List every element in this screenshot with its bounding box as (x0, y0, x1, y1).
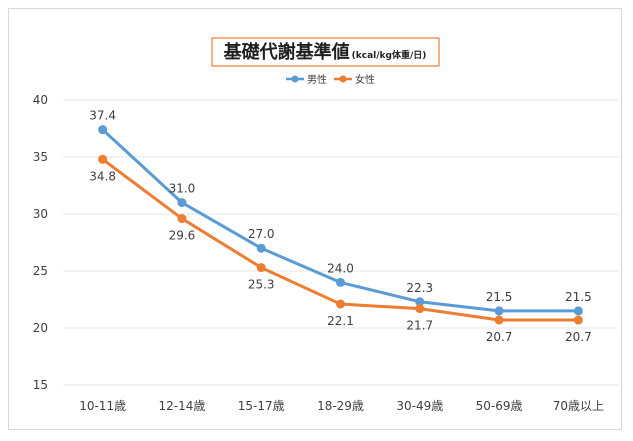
chart-title-unit: (kcal/kg体重/日) (352, 49, 427, 61)
data-point (256, 243, 266, 253)
x-tick-label: 30-49歳 (396, 399, 443, 413)
chart-series: 37.4 31.0 27.0 24.0 22.3 21.5 21.5 34.8 29.6 25.3… (89, 109, 591, 344)
chart-title-box (211, 37, 440, 67)
x-axis: 10-11歳 12-14歳 15-17歳 18-29歳 30-49歳 50-69歳 70歳以… (79, 399, 604, 413)
data-label: 20.7 (565, 330, 592, 344)
data-label: 34.8 (89, 169, 116, 183)
legend-item: 女性 (334, 73, 375, 86)
data-label: 29.6 (169, 229, 196, 243)
data-label: 22.1 (327, 314, 354, 328)
chart-title: 基礎代謝基準値 (kcal/kg体重/日) (223, 41, 427, 63)
legend-label: 男性 (307, 73, 327, 86)
data-point (415, 304, 425, 314)
data-label: 31.0 (169, 182, 196, 196)
data-point (415, 297, 425, 307)
data-label: 27.0 (248, 227, 275, 241)
data-point (573, 306, 583, 316)
y-tick-label: 20 (33, 321, 48, 335)
x-tick-label: 18-29歳 (317, 399, 364, 413)
x-tick-label: 15-17歳 (238, 399, 285, 413)
legend-marker (339, 75, 347, 83)
data-label: 21.5 (565, 290, 592, 304)
data-point (177, 198, 187, 208)
series-1: 34.8 29.6 25.3 22.1 21.7 20.7 20.7 (89, 154, 592, 344)
chart-title-main: 基礎代謝基準値 (223, 41, 350, 63)
data-label: 37.4 (89, 109, 116, 123)
y-tick-label: 35 (33, 150, 48, 164)
data-label: 20.7 (486, 330, 513, 344)
data-label: 24.0 (327, 261, 354, 275)
y-axis: 15 20 25 30 35 40 (33, 93, 48, 392)
data-point (573, 315, 583, 325)
y-tick-label: 40 (33, 93, 48, 107)
data-label: 25.3 (248, 278, 275, 292)
data-point (177, 214, 187, 224)
data-label: 21.7 (406, 319, 433, 333)
legend-label: 女性 (355, 73, 375, 86)
data-point (336, 299, 345, 309)
series-0: 37.4 31.0 27.0 24.0 22.3 21.5 21.5 (89, 109, 592, 316)
chart-grid (63, 99, 618, 386)
data-point (98, 154, 108, 164)
y-tick-label: 15 (33, 378, 48, 392)
x-tick-label: 10-11歳 (79, 399, 126, 413)
data-label: 22.3 (406, 281, 433, 295)
data-point (256, 263, 266, 273)
chart-legend: 男性 女性 (286, 73, 375, 86)
data-label: 21.5 (486, 290, 513, 304)
x-tick-label: 12-14歳 (158, 399, 205, 413)
y-tick-label: 25 (33, 264, 48, 278)
y-tick-label: 30 (33, 207, 48, 221)
data-point (336, 277, 345, 287)
data-point (494, 306, 504, 316)
data-point (98, 125, 108, 135)
data-point (494, 315, 504, 325)
x-tick-label: 70歳以上 (553, 399, 604, 413)
legend-marker (291, 75, 299, 83)
x-tick-label: 50-69歳 (476, 399, 523, 413)
legend-item: 男性 (286, 73, 327, 86)
chart-frame (8, 8, 622, 430)
